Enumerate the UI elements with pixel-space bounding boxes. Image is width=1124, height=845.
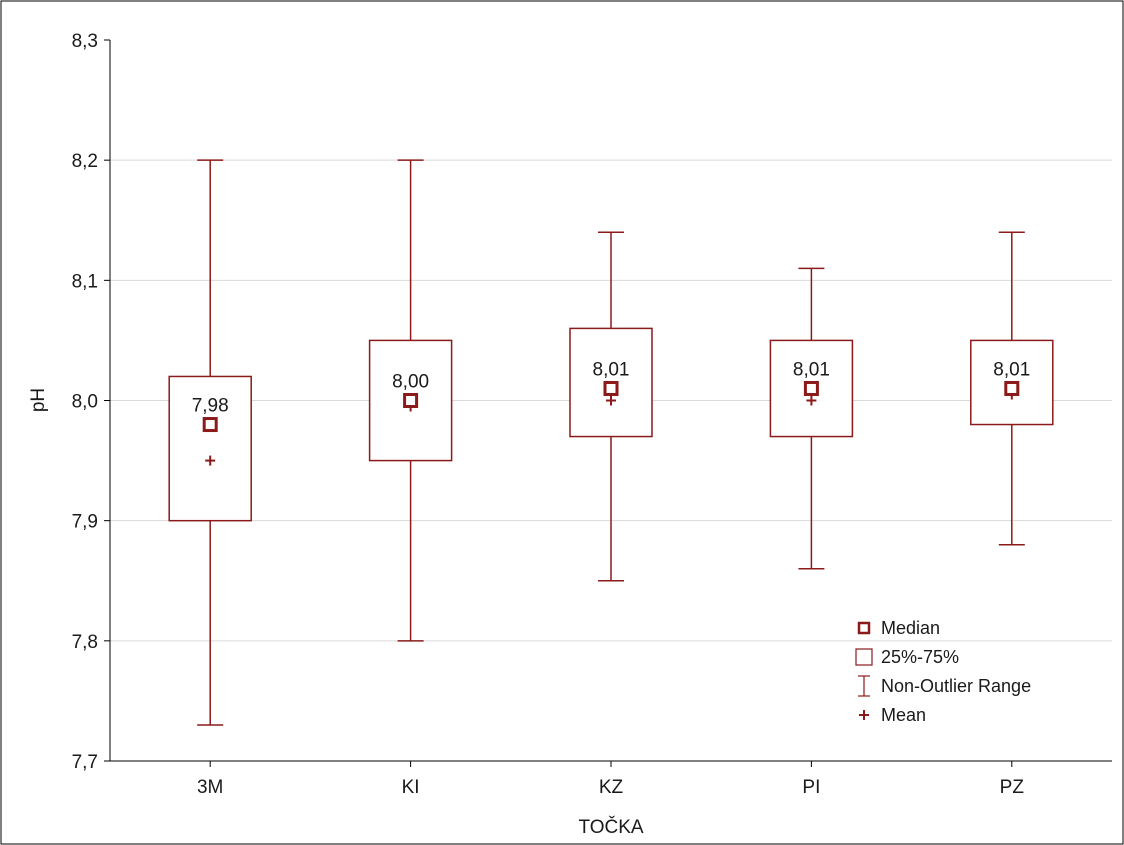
median-label: 8,01 [993,359,1030,380]
iqr-box [168,375,252,522]
x-tick-label: KZ [599,777,624,798]
y-axis-title: pH [28,388,49,412]
legend-box-symbol [855,648,873,666]
median-marker [1004,380,1020,396]
y-tick-label: 8,3 [72,31,98,52]
x-tick-label: 3M [197,777,223,798]
x-tick-label: KI [402,777,420,798]
median-label: 8,01 [793,359,830,380]
legend: Median 25%-75% Non-Outlier Range Mean [855,618,1031,725]
x-tick-label: PI [802,777,820,798]
y-tick-label: 8,0 [72,392,98,413]
median-marker [202,417,218,433]
y-tick-label: 8,1 [72,271,98,292]
box-group-pi: 8,01 [769,267,854,570]
legend-label: 25%-75% [881,647,959,667]
legend-label: Median [881,618,940,638]
median-marker [803,380,819,396]
y-tick-label: 8,2 [72,151,98,172]
legend-label: Mean [881,705,926,725]
median-label: 8,01 [593,359,630,380]
axes [104,39,1112,767]
median-label: 7,98 [192,396,229,417]
y-tick-label: 7,9 [72,512,98,533]
y-tick-label: 7,8 [72,632,98,653]
box-group-ki: 8,00 [368,159,453,642]
x-tick-labels: 3M KI KZ PI PZ [197,777,1024,798]
box-group-kz: 8,01 [569,231,653,582]
boxes: 7,98 8,00 8,01 8,01 8,01 [168,159,1054,726]
box-group-pz: 8,01 [970,231,1054,546]
x-tick-label: PZ [1000,777,1025,798]
median-marker [403,393,419,408]
box-group-3m: 7,98 [168,159,252,726]
median-label: 8,00 [392,372,429,393]
legend-median-symbol [857,621,871,635]
x-axis-title: TOČKA [578,816,643,838]
legend-label: Non-Outlier Range [881,676,1031,696]
y-tick-labels: 7,7 7,8 7,9 8,0 8,1 8,2 8,3 [72,31,98,773]
y-tick-label: 7,7 [72,752,98,773]
median-marker [603,380,619,396]
